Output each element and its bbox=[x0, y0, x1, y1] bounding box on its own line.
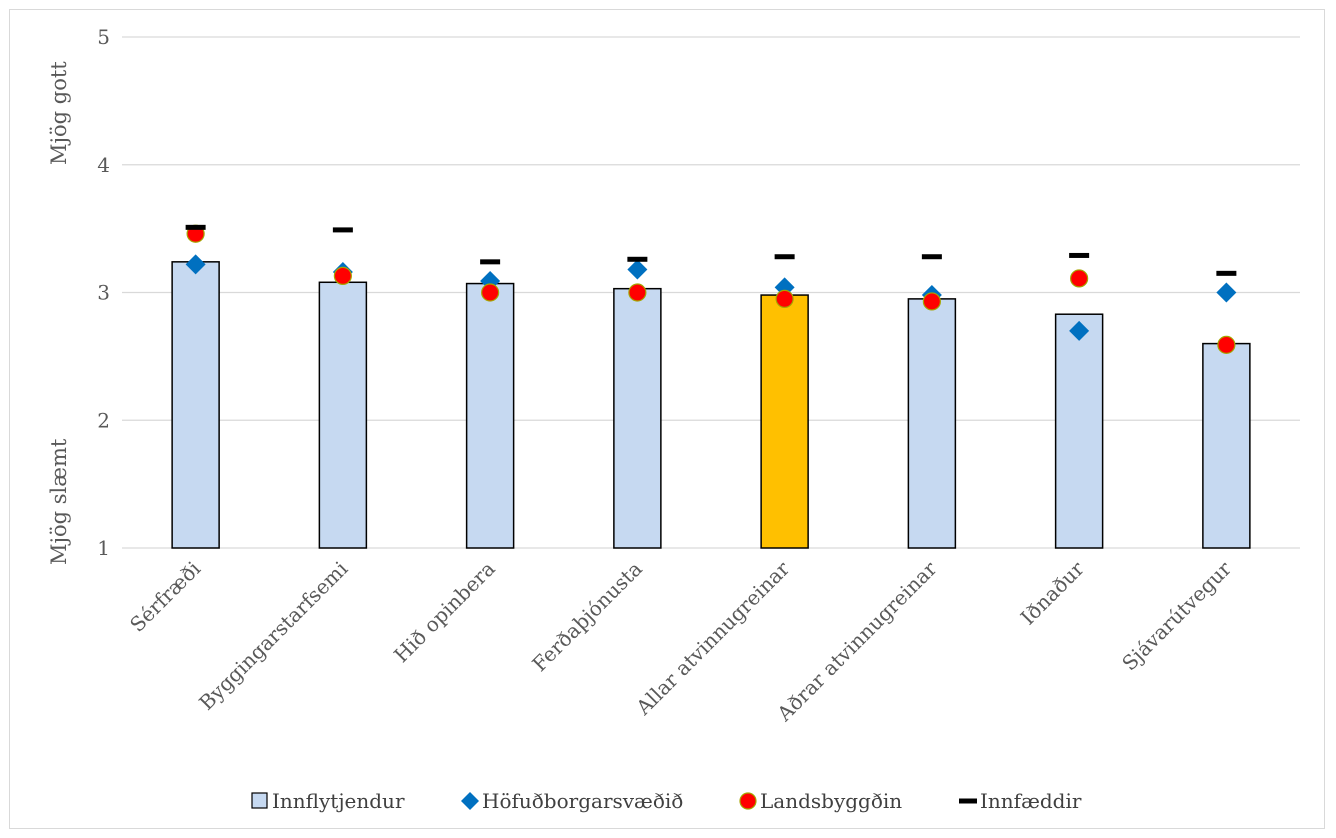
legend-swatch-circle bbox=[739, 792, 757, 810]
y-tick-label: 2 bbox=[97, 408, 110, 432]
diamond-marker bbox=[627, 259, 648, 280]
legend-swatch-dash bbox=[959, 798, 977, 804]
diamond-marker bbox=[1069, 320, 1090, 341]
dash-marker bbox=[480, 259, 501, 265]
bar bbox=[760, 294, 809, 549]
markers bbox=[185, 224, 1237, 354]
category-label: Allar atvinnugreinar bbox=[631, 556, 795, 720]
legend-swatch-diamond bbox=[461, 792, 479, 810]
y-tick-label: 1 bbox=[97, 536, 110, 560]
circle-marker bbox=[333, 266, 352, 285]
legend-label: Innfæddir bbox=[980, 789, 1082, 813]
category-label: Sjávarútvegur bbox=[1117, 556, 1236, 675]
dash-marker bbox=[1069, 252, 1090, 258]
circle-marker bbox=[481, 283, 500, 302]
circle-marker bbox=[1217, 335, 1236, 354]
diamond-marker bbox=[1216, 282, 1237, 303]
bar bbox=[465, 282, 515, 549]
category-label: Aðrar atvinnugreinar bbox=[772, 556, 942, 726]
circle-marker bbox=[1070, 269, 1089, 288]
category-label: Iðnaður bbox=[1016, 556, 1089, 629]
y-tick-labels: 1 2 3 4 5 bbox=[97, 25, 110, 560]
category-label: Byggingarstarfsemi bbox=[194, 557, 352, 715]
bar bbox=[1202, 342, 1251, 549]
legend-label: Innflytjendur bbox=[272, 789, 405, 813]
bar bbox=[907, 298, 957, 549]
bars bbox=[171, 261, 1251, 549]
legend: Innflytjendur Höfuðborgarsvæðið Landsbyggð… bbox=[251, 789, 1082, 813]
category-label: Hið opinbera bbox=[389, 557, 500, 668]
bar bbox=[1054, 313, 1104, 549]
bar bbox=[613, 287, 662, 549]
y-tick-label: 4 bbox=[97, 153, 110, 177]
gridlines bbox=[122, 36, 1300, 549]
diamond-marker bbox=[185, 254, 206, 275]
circle-marker bbox=[922, 292, 941, 311]
category-label: Ferðaþjónusta bbox=[527, 557, 647, 677]
legend-swatch-bar bbox=[251, 792, 268, 809]
y-tick-label: 5 bbox=[97, 25, 110, 49]
dash-marker bbox=[774, 254, 795, 260]
dash-marker bbox=[921, 254, 942, 260]
circle-marker bbox=[628, 283, 647, 302]
y-annotation-bottom: Mjög slæmt bbox=[47, 438, 71, 565]
legend-label: Höfuðborgarsvæðið bbox=[482, 789, 683, 813]
chart-frame bbox=[9, 9, 1325, 829]
y-tick-label: 3 bbox=[97, 281, 110, 305]
category-label: Sérfræði bbox=[125, 557, 205, 637]
dash-marker bbox=[185, 224, 206, 230]
bar bbox=[318, 281, 368, 549]
bar bbox=[171, 261, 220, 549]
dash-marker bbox=[1216, 270, 1237, 276]
circle-marker bbox=[775, 289, 794, 308]
legend-label: Landsbyggðin bbox=[760, 789, 902, 813]
dash-marker bbox=[332, 227, 353, 233]
dash-marker bbox=[627, 256, 648, 262]
y-annotation-top: Mjög gott bbox=[47, 61, 71, 165]
